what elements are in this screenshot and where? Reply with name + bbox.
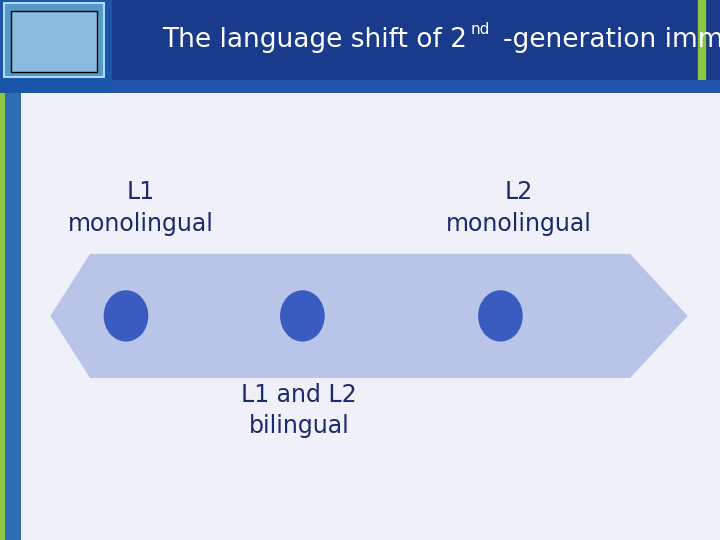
Text: -generation immigrants: -generation immigrants <box>503 27 720 53</box>
Text: L1
monolingual: L1 monolingual <box>68 180 213 235</box>
Text: L2
monolingual: L2 monolingual <box>446 180 591 235</box>
Bar <box>0 80 720 93</box>
Bar <box>5 0 21 540</box>
Bar <box>0 0 5 540</box>
Ellipse shape <box>280 291 325 342</box>
Text: L1 and L2
bilingual: L1 and L2 bilingual <box>241 383 356 438</box>
FancyBboxPatch shape <box>11 11 97 72</box>
Ellipse shape <box>104 291 148 342</box>
Ellipse shape <box>478 291 523 342</box>
FancyBboxPatch shape <box>4 3 104 77</box>
Text: The language shift of 2: The language shift of 2 <box>162 27 467 53</box>
Bar <box>0 0 112 93</box>
Bar <box>0 0 720 80</box>
Text: nd: nd <box>470 22 490 37</box>
Polygon shape <box>50 254 688 378</box>
